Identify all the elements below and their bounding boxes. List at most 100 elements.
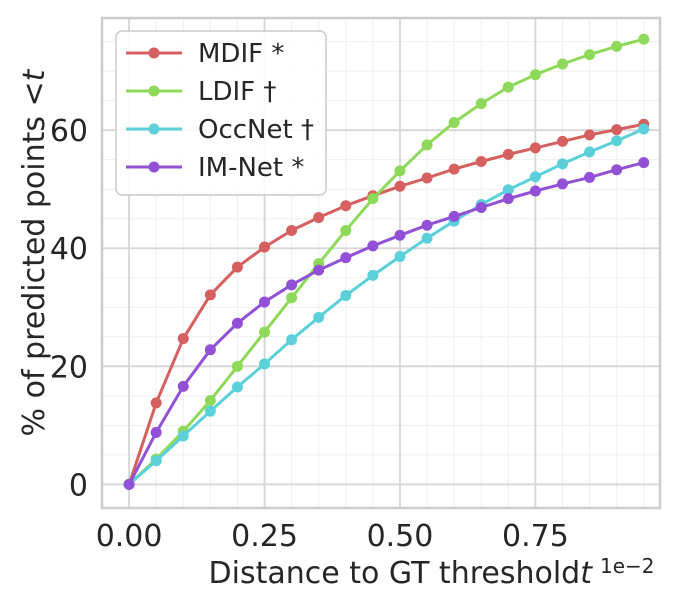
data-point [502, 184, 514, 196]
y-tick-label: 20 [50, 350, 88, 385]
x-axis-exponent: 1e−2 [600, 554, 655, 578]
series-im-net [123, 157, 650, 490]
data-point [529, 69, 541, 81]
data-point [150, 455, 162, 467]
legend-label: OccNet † [198, 115, 314, 145]
data-point [556, 178, 568, 190]
data-point [313, 311, 325, 323]
legend-marker [148, 47, 160, 59]
data-point [204, 395, 216, 407]
series-occnet [123, 123, 650, 490]
data-point [286, 279, 298, 291]
data-point [177, 380, 189, 392]
data-point [259, 358, 271, 370]
plot-frame [100, 16, 662, 510]
tick-labels: 0.00 0.25 0.50 0.75 0 20 40 60 [50, 114, 569, 554]
legend-label: LDIF † [198, 77, 276, 107]
data-point [394, 229, 406, 241]
data-point [556, 158, 568, 170]
data-point [340, 225, 352, 237]
data-point [231, 381, 243, 393]
data-point [448, 210, 460, 222]
legend: MDIF * LDIF † OccNet † IM-Net * [115, 30, 327, 196]
data-point [394, 180, 406, 192]
data-point [150, 397, 162, 409]
legend-marker [148, 123, 160, 135]
data-point [475, 98, 487, 110]
data-point [313, 264, 325, 276]
series-line [127, 161, 645, 486]
data-point [421, 139, 433, 151]
x-tick-label: 0.25 [231, 519, 298, 554]
data-point [204, 289, 216, 301]
data-point [638, 33, 650, 45]
legend-marker [148, 161, 160, 173]
data-point [394, 251, 406, 263]
legend-item: OccNet † [126, 115, 314, 145]
data-point [421, 219, 433, 231]
data-point [638, 157, 650, 169]
data-point [340, 252, 352, 264]
x-axis-label: Distance to GT thresholdt [209, 556, 594, 591]
data-point [259, 241, 271, 253]
data-point [421, 232, 433, 244]
data-point [286, 292, 298, 304]
legend-item: IM-Net * [126, 153, 304, 183]
data-point [584, 129, 596, 141]
legend-marker [148, 85, 160, 97]
data-point [448, 163, 460, 175]
legend-box [115, 30, 327, 196]
y-tick-label: 0 [69, 468, 88, 503]
data-point [231, 360, 243, 372]
data-point [611, 164, 623, 176]
data-point [340, 289, 352, 301]
data-point [286, 334, 298, 346]
legend-item: LDIF † [126, 77, 276, 107]
data-point [584, 146, 596, 158]
data-point [584, 49, 596, 61]
data-point [150, 426, 162, 438]
data-point [584, 171, 596, 183]
data-point [204, 405, 216, 417]
data-point [529, 171, 541, 183]
y-tick-label: 40 [50, 232, 88, 267]
data-point [502, 81, 514, 93]
data-point [394, 165, 406, 177]
series-layer [123, 33, 650, 490]
data-point [475, 155, 487, 167]
data-point [475, 202, 487, 214]
data-point [231, 261, 243, 273]
data-point [204, 344, 216, 356]
data-point [529, 142, 541, 154]
legend-item: MDIF * [126, 39, 284, 69]
data-point [556, 135, 568, 147]
data-point [340, 200, 352, 212]
x-tick-label: 0.00 [96, 519, 163, 554]
y-tick-label: 60 [50, 114, 88, 149]
data-point [367, 193, 379, 205]
x-tick-label: 0.75 [502, 519, 569, 554]
data-point [259, 296, 271, 308]
data-point [421, 172, 433, 184]
legend-label: MDIF * [198, 39, 284, 69]
data-point [611, 135, 623, 147]
data-point [448, 116, 460, 128]
data-point [611, 124, 623, 136]
data-point [313, 212, 325, 224]
data-point [367, 269, 379, 281]
data-point [556, 58, 568, 70]
data-point [259, 326, 271, 338]
y-axis-label: % of predicted points <t [17, 68, 52, 436]
data-point [231, 317, 243, 329]
data-point [611, 40, 623, 52]
data-point [286, 225, 298, 237]
x-tick-label: 0.50 [367, 519, 434, 554]
data-point [123, 478, 135, 490]
legend-label: IM-Net * [198, 153, 304, 183]
data-point [638, 123, 650, 135]
data-point [502, 148, 514, 160]
data-point [502, 193, 514, 205]
data-point [177, 430, 189, 442]
